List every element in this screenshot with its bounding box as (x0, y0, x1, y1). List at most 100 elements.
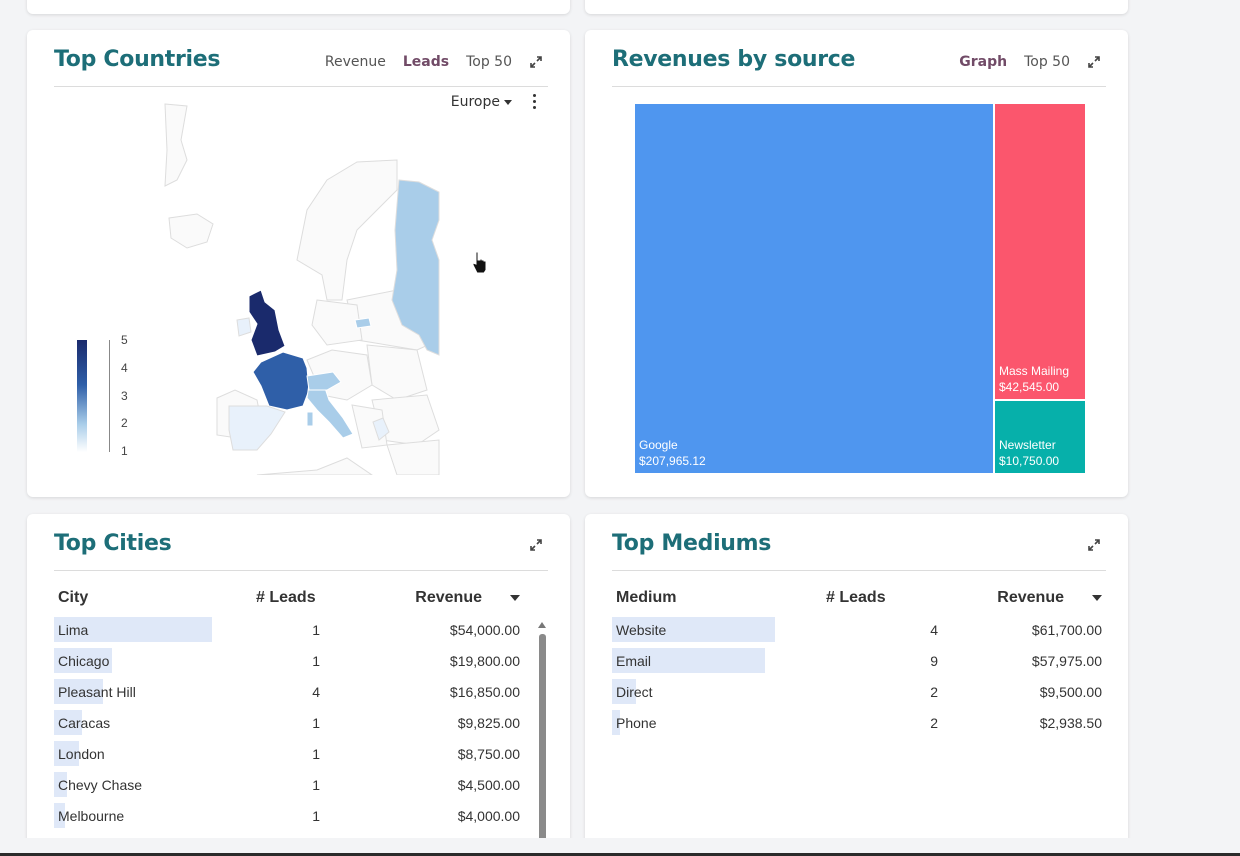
country-shape-greece[interactable] (372, 417, 390, 441)
revenue-cell: $57,975.00 (1031, 652, 1102, 669)
name-label: Lima (58, 621, 89, 638)
leads-toggle[interactable]: Leads (402, 54, 450, 70)
revenue-treemap[interactable]: Google $207,965.12 Mass Mailing $42,545.00 N… (635, 104, 1085, 473)
mediums-table: Medium # Leads Revenue Website 4 $61,700.0… (612, 582, 1106, 738)
country-shape-iberia[interactable] (228, 405, 286, 451)
region-label: Europe (450, 94, 500, 110)
tile-value-label: $207,965.12 (639, 454, 706, 468)
country-shape[interactable] (366, 344, 428, 401)
expand-icon[interactable] (1087, 538, 1101, 552)
table-row[interactable]: Chevy Chase 1 $4,500.00 (54, 769, 524, 800)
more-options-icon[interactable] (531, 94, 537, 110)
expand-icon[interactable] (529, 538, 543, 552)
country-shape[interactable] (311, 299, 363, 346)
share-bar (54, 648, 112, 673)
column-header-city[interactable]: City (58, 589, 89, 606)
scroll-up-icon[interactable] (538, 622, 546, 628)
card-title: Top Cities (54, 531, 172, 556)
column-header-revenue[interactable]: Revenue (942, 582, 1106, 614)
share-bar (612, 679, 636, 704)
name-label: Caracas (58, 714, 111, 731)
column-header-revenue[interactable]: Revenue (324, 582, 524, 614)
country-shape-france[interactable] (252, 351, 310, 411)
name-cell: Website (612, 614, 822, 645)
country-shape[interactable] (164, 103, 188, 187)
country-shape-italy[interactable] (306, 381, 354, 439)
name-label: London (58, 745, 105, 762)
country-shape[interactable] (256, 457, 373, 475)
revenue-cell: $9,825.00 (457, 714, 520, 731)
europe-map[interactable] (157, 100, 447, 475)
sort-desc-icon[interactable] (1092, 594, 1102, 601)
column-header-leads[interactable]: # Leads (256, 589, 316, 606)
share-bar (54, 617, 212, 642)
treemap-tile[interactable] (995, 104, 1085, 399)
legend-tick: 5 (121, 333, 128, 347)
name-cell: Chicago (54, 645, 244, 676)
leads-cell: 9 (930, 652, 938, 669)
treemap-tile[interactable] (635, 104, 993, 473)
share-bar (612, 648, 765, 673)
column-header-leads[interactable]: # Leads (826, 589, 886, 606)
table-row[interactable]: Phone 2 $2,938.50 (612, 707, 1106, 738)
name-label: Phone (616, 714, 657, 731)
card-controls: Graph Top 50 (959, 54, 1101, 70)
country-shape-uk[interactable] (248, 289, 286, 357)
revenue-toggle[interactable]: Revenue (324, 54, 386, 70)
legend-axis (109, 340, 115, 452)
legend-tick: 2 (121, 416, 128, 430)
name-cell: Direct (612, 676, 822, 707)
legend-tick: 1 (121, 444, 128, 458)
table-row[interactable]: Website 4 $61,700.00 (612, 614, 1106, 645)
sort-desc-icon[interactable] (510, 594, 520, 601)
region-dropdown[interactable]: Europe (451, 94, 512, 110)
expand-icon[interactable] (1087, 55, 1101, 69)
leads-cell: 1 (312, 776, 320, 793)
name-cell: Caracas (54, 707, 244, 738)
table-row[interactable]: Lima 1 $54,000.00 (54, 614, 524, 645)
card-controls (1087, 538, 1101, 552)
share-bar (54, 741, 79, 766)
card-title: Top Mediums (612, 531, 772, 556)
country-shape-russia[interactable] (391, 179, 440, 356)
leads-cell: 1 (312, 652, 320, 669)
legend-gradient (77, 340, 87, 452)
name-label: Chevy Chase (58, 776, 143, 793)
country-shape-central[interactable] (306, 371, 342, 391)
country-shape-sardinia[interactable] (306, 411, 314, 427)
table-row[interactable]: Direct 2 $9,500.00 (612, 676, 1106, 707)
name-cell: Pleasant Hill (54, 676, 244, 707)
table-row[interactable]: Pleasant Hill 4 $16,850.00 (54, 676, 524, 707)
previous-card-right (585, 0, 1128, 14)
header-divider (612, 86, 1106, 87)
country-shape[interactable] (168, 213, 214, 249)
leads-cell: 1 (312, 714, 320, 731)
header-divider (54, 570, 548, 571)
treemap-tile[interactable] (995, 401, 1085, 473)
top-50-toggle[interactable]: Top 50 (466, 54, 512, 70)
leads-cell: 4 (312, 683, 320, 700)
country-shape[interactable] (296, 159, 398, 301)
scrollbar-thumb[interactable] (539, 634, 546, 844)
name-label: Email (616, 652, 652, 669)
top-50-toggle[interactable]: Top 50 (1024, 54, 1070, 70)
tile-value-label: $42,545.00 (999, 380, 1059, 394)
table-row[interactable]: Chicago 1 $19,800.00 (54, 645, 524, 676)
table-row[interactable]: Melbourne 1 $4,000.00 (54, 800, 524, 831)
table-row[interactable]: Caracas 1 $9,825.00 (54, 707, 524, 738)
column-header-medium[interactable]: Medium (616, 589, 677, 606)
share-bar (54, 803, 65, 828)
window-bottom-border (0, 838, 1240, 856)
country-shape[interactable] (386, 439, 440, 475)
table-row[interactable]: Email 9 $57,975.00 (612, 645, 1106, 676)
expand-icon[interactable] (529, 55, 543, 69)
revenue-cell: $2,938.50 (1039, 714, 1102, 731)
card-title: Revenues by source (612, 47, 856, 72)
leads-cell: 4 (930, 621, 938, 638)
country-shape-baltic[interactable] (354, 317, 372, 329)
country-shape-ireland[interactable] (236, 317, 252, 337)
table-scrollbar[interactable] (538, 622, 546, 844)
graph-toggle[interactable]: Graph (959, 54, 1008, 70)
legend-tick: 3 (121, 389, 128, 403)
table-row[interactable]: London 1 $8,750.00 (54, 738, 524, 769)
